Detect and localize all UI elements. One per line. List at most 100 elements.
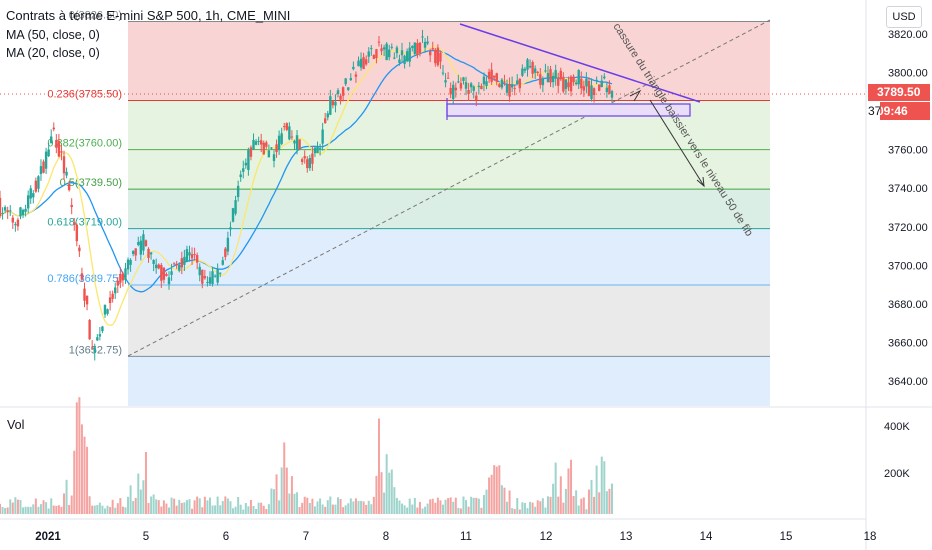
volume-bar	[354, 498, 357, 514]
candle-body	[577, 70, 580, 85]
volume-bar	[27, 506, 30, 514]
candle-body	[265, 142, 268, 147]
volume-bar	[232, 508, 235, 514]
ma50-legend[interactable]: MA (50, close, 0)	[6, 28, 100, 42]
candle-body	[208, 277, 212, 284]
candle-body	[229, 227, 232, 230]
candle-body	[357, 60, 360, 67]
candle-body	[180, 258, 184, 268]
candle-body	[44, 151, 48, 169]
volume-bar	[183, 502, 186, 514]
volume-bar	[324, 506, 327, 514]
volume-bar	[587, 489, 590, 514]
volume-bar	[60, 506, 63, 514]
candle-body	[331, 101, 335, 106]
candle-body	[285, 123, 288, 130]
chart-title[interactable]: Contrats à terme E-mini S&P 500, 1h, CME…	[6, 8, 291, 23]
volume-legend[interactable]: Vol	[7, 418, 25, 432]
volume-bar	[534, 506, 537, 514]
fib-zone	[128, 356, 770, 406]
volume-bar	[311, 498, 314, 514]
volume-bar	[439, 500, 442, 514]
volume-bar	[544, 507, 547, 514]
candle-body	[244, 162, 248, 166]
price-tick-label: 3640.00	[888, 376, 928, 388]
volume-bar	[482, 494, 485, 514]
candle-body	[472, 86, 475, 91]
candle-body	[224, 248, 227, 257]
volume-bar	[490, 474, 493, 514]
candle-body	[247, 150, 250, 170]
candle-body	[385, 43, 388, 61]
candle-body	[436, 47, 440, 66]
volume-bar	[454, 497, 457, 514]
candle-body	[444, 80, 447, 83]
candle-body	[252, 139, 255, 150]
candle-body	[83, 288, 86, 301]
candle-body	[574, 82, 578, 85]
candle-body	[306, 159, 309, 169]
volume-bar	[449, 497, 452, 514]
volume-bar	[96, 504, 99, 514]
price-tick-label: 3820.00	[888, 29, 928, 41]
volume-bar	[68, 505, 71, 514]
volume-bar	[188, 499, 191, 514]
volume-bar	[124, 507, 127, 514]
candle-body	[426, 41, 429, 44]
volume-bar	[572, 496, 575, 514]
fib-level-label: 0(3826.50)	[69, 9, 122, 21]
volume-bar	[101, 505, 104, 514]
volume-bar	[488, 477, 491, 514]
volume-bar	[127, 496, 130, 514]
price-tick-label: 3700.00	[888, 260, 928, 272]
candle-body	[321, 129, 324, 144]
candle-body	[367, 51, 370, 57]
triangle-upper-line	[459, 23, 701, 103]
volume-bar	[193, 500, 196, 514]
candle-body	[477, 85, 481, 88]
volume-bar	[155, 499, 158, 514]
volume-bar	[467, 506, 470, 514]
candle-body	[193, 254, 196, 256]
volume-bar	[160, 506, 163, 514]
volume-bar	[239, 504, 242, 514]
candle-body	[411, 46, 414, 48]
candle-body	[272, 154, 276, 161]
candle-body	[254, 141, 258, 145]
volume-bar	[229, 501, 232, 514]
candle-body	[29, 188, 32, 199]
volume-bar	[0, 503, 1, 514]
volume-bar	[401, 503, 404, 514]
volume-bar	[593, 496, 596, 514]
volume-bar	[459, 508, 462, 514]
volume-bar	[362, 501, 365, 514]
candle-body	[298, 139, 301, 150]
candle-body	[239, 174, 242, 178]
volume-bar	[219, 505, 222, 514]
volume-bar	[390, 469, 393, 514]
volume-bar	[275, 474, 278, 514]
volume-bar	[329, 496, 332, 514]
volume-bar	[137, 473, 140, 514]
candle-body	[567, 82, 570, 88]
volume-bar	[475, 497, 478, 514]
candle-body	[513, 88, 516, 90]
candle-body	[587, 81, 591, 96]
ma20-legend[interactable]: MA (20, close, 0)	[6, 46, 100, 60]
price-tick-label: 3720.00	[888, 222, 928, 234]
candle-body	[449, 87, 452, 95]
candle-body	[354, 74, 358, 77]
candle-body	[270, 147, 273, 149]
volume-bar	[393, 487, 396, 514]
candle-body	[408, 47, 411, 62]
candle-body	[582, 86, 586, 91]
candle-body	[32, 193, 35, 198]
volume-bar	[47, 508, 50, 514]
candle-body	[1, 213, 4, 215]
currency-button[interactable]: USD	[886, 6, 922, 28]
candle-body	[303, 156, 306, 159]
candle-body	[431, 48, 434, 50]
candle-body	[423, 41, 427, 48]
volume-bar	[552, 483, 555, 514]
